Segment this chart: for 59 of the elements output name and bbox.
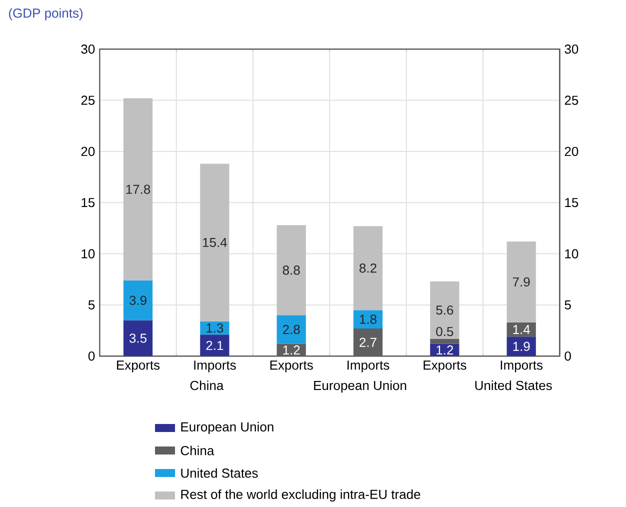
legend-label: United States: [181, 468, 258, 478]
x-tick-label: Exports: [270, 360, 313, 372]
y2-tick-label: 10: [565, 249, 578, 258]
bar: [200, 334, 230, 356]
y-axis-title: (GDP points): [9, 8, 83, 20]
bar: [430, 281, 460, 339]
x-tick-label: Imports: [194, 360, 236, 372]
bar: [123, 280, 153, 320]
y2-tick-label: 5: [564, 300, 571, 310]
legend-label: Rest of the world excluding intra-EU trade: [181, 489, 420, 502]
legend-label: China: [180, 446, 214, 456]
bar: [506, 336, 536, 356]
data-label: 2.1: [206, 340, 224, 350]
data-label: 17.8: [126, 184, 150, 194]
y-tick-label: 5: [88, 300, 95, 310]
data-label: 15.4: [203, 238, 227, 248]
bar: [276, 225, 306, 316]
y-tick-label: 0: [88, 352, 95, 361]
data-label: 1.3: [206, 323, 224, 333]
data-label: 5.6: [436, 305, 454, 315]
data-label: 0.5: [436, 326, 454, 336]
text: United States: [475, 380, 552, 390]
legend-label: European Union: [181, 422, 274, 434]
data-label: 1.4: [513, 325, 530, 334]
y-tick-label: 30: [81, 44, 95, 54]
data-label: 3.9: [129, 296, 146, 305]
data-label: 8.2: [360, 264, 376, 273]
data-label: 2.8: [282, 324, 300, 334]
y2-tick-label: 15: [565, 198, 578, 208]
bar: [506, 242, 536, 322]
data-label: 1.2: [283, 345, 300, 355]
y2-tick-label: 0: [564, 352, 571, 361]
y-tick-label: 10: [82, 249, 95, 258]
bar: [353, 226, 383, 310]
y2-tick-label: 30: [564, 44, 578, 54]
data-label: 2.7: [360, 338, 376, 347]
bar: [123, 98, 153, 280]
y2-tick-label: 25: [564, 96, 578, 105]
bar: [276, 315, 306, 344]
bar: [200, 164, 230, 322]
text: China: [190, 380, 224, 390]
text: European Union: [314, 380, 406, 393]
bar: [353, 310, 383, 328]
y2-tick-label: 20: [564, 146, 578, 156]
data-label: 7.9: [512, 277, 530, 287]
y-tick-label: 15: [82, 198, 95, 208]
bar: [430, 338, 460, 344]
y-tick-label: 25: [81, 96, 95, 105]
x-tick-label: Exports: [117, 360, 160, 372]
y-tick-label: 20: [81, 146, 95, 156]
data-label: 1.9: [513, 342, 530, 351]
bar: [123, 320, 153, 356]
data-label: 1.8: [360, 314, 376, 324]
x-tick-label: Exports: [424, 360, 466, 372]
data-label: 8.8: [282, 266, 300, 275]
data-label: 3.5: [129, 334, 146, 343]
x-tick-label: Imports: [348, 360, 390, 372]
x-tick-label: Imports: [500, 360, 543, 372]
data-label: 1.2: [436, 345, 454, 355]
